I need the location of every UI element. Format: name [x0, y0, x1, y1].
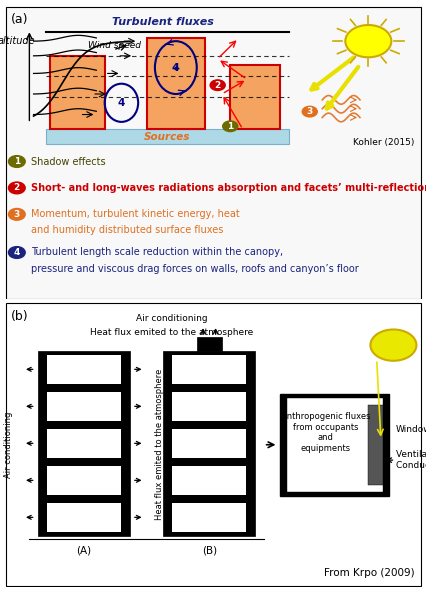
FancyBboxPatch shape [146, 38, 204, 129]
Text: Turbulent length scale reduction within the canopy,: Turbulent length scale reduction within … [32, 247, 283, 257]
FancyBboxPatch shape [196, 337, 222, 351]
FancyBboxPatch shape [172, 466, 245, 495]
Text: Kohler (2015): Kohler (2015) [352, 138, 413, 147]
FancyBboxPatch shape [47, 391, 120, 421]
Circle shape [210, 80, 225, 91]
FancyBboxPatch shape [280, 394, 389, 496]
Text: 4: 4 [14, 248, 20, 257]
Text: 1: 1 [227, 122, 233, 131]
Text: 4: 4 [172, 63, 179, 72]
FancyBboxPatch shape [46, 129, 288, 144]
FancyBboxPatch shape [172, 429, 245, 458]
Circle shape [9, 182, 25, 194]
FancyBboxPatch shape [47, 429, 120, 458]
Text: (B): (B) [201, 545, 216, 555]
Text: Shadow effects: Shadow effects [32, 157, 106, 167]
Text: Ventilation and
Conduction fluxes: Ventilation and Conduction fluxes [394, 451, 426, 470]
FancyBboxPatch shape [172, 355, 245, 384]
Text: (b): (b) [11, 310, 28, 323]
Text: Heat flux emited to the atmosphere: Heat flux emited to the atmosphere [90, 328, 253, 337]
Text: Momentum, turbulent kinetic energy, heat: Momentum, turbulent kinetic energy, heat [32, 209, 240, 219]
FancyBboxPatch shape [230, 65, 280, 129]
FancyBboxPatch shape [286, 398, 382, 492]
Text: (A): (A) [76, 545, 91, 555]
Text: (a): (a) [11, 13, 28, 26]
Text: From Krpo (2009): From Krpo (2009) [323, 568, 413, 578]
Text: Heat flux emited to the atmosphere: Heat flux emited to the atmosphere [154, 369, 163, 521]
Text: 3: 3 [306, 107, 312, 116]
FancyBboxPatch shape [6, 303, 420, 586]
Text: 4: 4 [118, 98, 125, 108]
Circle shape [345, 25, 390, 58]
FancyBboxPatch shape [50, 56, 104, 129]
Text: Wind speed: Wind speed [88, 42, 141, 50]
Circle shape [369, 330, 415, 361]
Text: Short- and long-waves radiations absorption and facets’ multi-reflections: Short- and long-waves radiations absorpt… [32, 183, 426, 193]
Text: Turbulent fluxes: Turbulent fluxes [112, 17, 214, 27]
FancyBboxPatch shape [368, 405, 382, 484]
Text: Window: Window [394, 425, 426, 434]
Circle shape [302, 106, 317, 117]
Text: Air conditioning: Air conditioning [135, 314, 207, 323]
Text: and humidity distributed surface fluxes: and humidity distributed surface fluxes [32, 225, 223, 235]
Circle shape [222, 121, 237, 132]
Text: pressure and viscous drag forces on walls, roofs and canyon’s floor: pressure and viscous drag forces on wall… [32, 264, 358, 273]
Text: Air conditioning: Air conditioning [4, 412, 13, 478]
Text: Anthropogenic fluxes
from occupants
and
equipments: Anthropogenic fluxes from occupants and … [280, 412, 369, 452]
FancyBboxPatch shape [47, 466, 120, 495]
Circle shape [9, 247, 25, 259]
Text: 1: 1 [14, 157, 20, 166]
FancyBboxPatch shape [163, 351, 255, 536]
Text: altitude: altitude [0, 36, 35, 46]
FancyBboxPatch shape [47, 502, 120, 532]
Text: 2: 2 [14, 183, 20, 192]
FancyBboxPatch shape [6, 7, 420, 299]
FancyBboxPatch shape [172, 391, 245, 421]
Text: 3: 3 [14, 210, 20, 219]
Circle shape [9, 155, 25, 167]
Text: Sources: Sources [144, 132, 190, 142]
Text: 2: 2 [214, 81, 220, 90]
FancyBboxPatch shape [172, 502, 245, 532]
FancyBboxPatch shape [37, 351, 130, 536]
FancyBboxPatch shape [47, 355, 120, 384]
Circle shape [9, 209, 25, 220]
